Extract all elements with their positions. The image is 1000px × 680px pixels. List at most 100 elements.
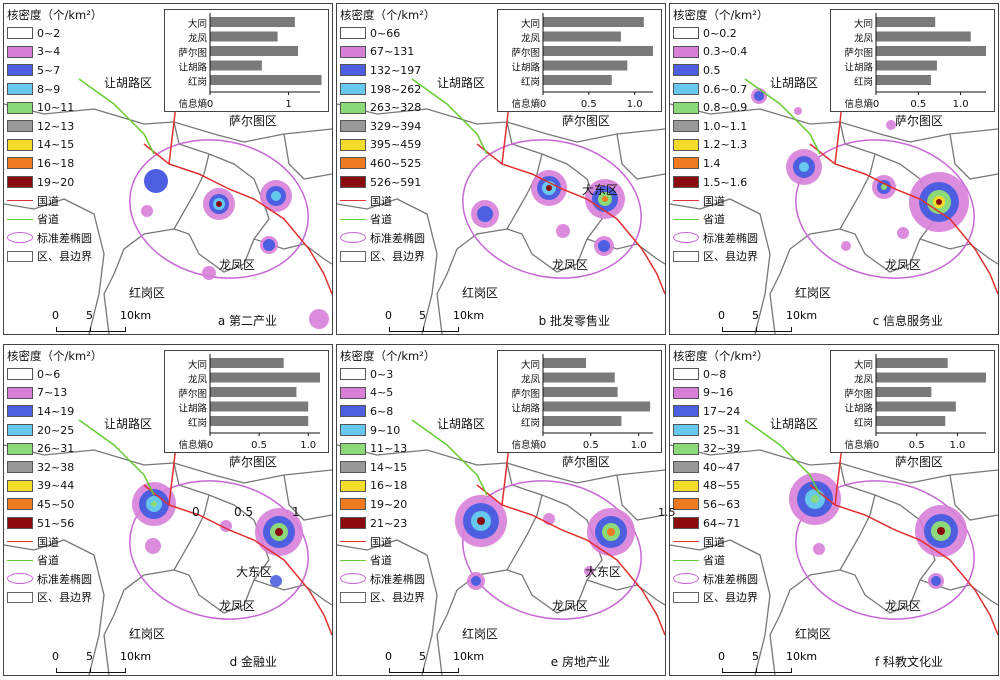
district-label-ranghu: 让胡路区	[104, 76, 153, 90]
density-blob	[309, 309, 329, 329]
legend-density-class: 48~55	[673, 477, 768, 496]
density-blob	[556, 224, 570, 238]
legend-density-class: 14~15	[7, 136, 102, 155]
scale-label: 0	[52, 650, 59, 663]
legend-swatch	[673, 517, 699, 530]
legend-swatch	[7, 176, 33, 189]
inset-bar	[876, 401, 956, 412]
legend-swatch	[340, 461, 366, 474]
legend-label: 48~55	[703, 479, 741, 493]
legend-label: 国道	[703, 194, 725, 208]
legend-label: 198~262	[370, 82, 422, 96]
inset-category-label: 大同	[854, 359, 873, 371]
inset-bar	[543, 372, 615, 383]
district-label-saertu: 萨尔图区	[229, 114, 278, 128]
legend-symbol	[7, 200, 33, 202]
legend-swatch	[340, 27, 366, 40]
legend-title: 核密度（个/km²）	[340, 8, 436, 22]
district-label-longfeng: 龙凤区	[552, 599, 589, 613]
map-canvas	[4, 78, 332, 334]
legend-label: 20~25	[37, 423, 75, 437]
national-road	[143, 143, 332, 295]
density-blob	[275, 528, 283, 536]
legend-density-class: 0.6~0.7	[673, 80, 768, 99]
inset-category-label: 红岗	[188, 417, 207, 429]
legend-label: 省道	[703, 554, 725, 568]
legend-label: 5~7	[37, 63, 61, 77]
inset-bar	[210, 416, 309, 426]
legend-symbol	[673, 218, 699, 220]
legend-density-class: 460~525	[340, 154, 435, 173]
scale-bar: 0 5 10km	[44, 650, 164, 673]
district-boundary	[103, 569, 175, 675]
legend-swatch	[340, 386, 366, 399]
inset-category-label: 让胡路	[511, 62, 540, 74]
legend-density-class: 5~7	[7, 61, 102, 80]
inset-category-label: 龙凤	[521, 374, 541, 386]
legend-symbol	[340, 250, 366, 262]
legend-symbol	[673, 250, 699, 262]
inset-bar	[210, 372, 320, 383]
legend-boundary: 区、县边界	[7, 247, 102, 266]
legend-provincial-road: 省道	[7, 210, 102, 229]
legend-ellipse: 标准差椭圆	[7, 570, 102, 589]
district-boundary	[670, 198, 771, 334]
national-road	[476, 484, 665, 636]
inset-category-label: 龙凤	[854, 33, 874, 45]
legend-density-class: 14~15	[340, 458, 435, 477]
legend-swatch	[340, 64, 366, 77]
legend-density-class: 16~18	[7, 154, 102, 173]
inset-category-label: 红岗	[521, 76, 540, 88]
entropy-inset-chart: 大同 龙凤 萨尔图 让胡路 红岗 0 0.5 1.0 信息熵	[164, 350, 329, 453]
panel-caption: e 房地产业	[550, 655, 610, 669]
map-canvas	[670, 78, 998, 334]
legend-label: 10~11	[37, 101, 75, 115]
density-blob	[145, 538, 161, 554]
scale-label: 0	[718, 650, 725, 663]
legend-density-class: 26~31	[7, 439, 102, 458]
legend-label: 0.3~0.4	[703, 45, 748, 59]
panel-caption: f 科教文化业	[874, 655, 943, 669]
district-boundary	[586, 579, 665, 606]
inset-bar	[543, 358, 587, 368]
scale-label: 10km	[786, 650, 818, 663]
legend-symbol	[340, 200, 366, 202]
district-label-datong: 大东区	[236, 565, 273, 579]
entropy-inset-chart: 大同 龙凤 萨尔图 让胡路 红岗 0 0.5 1.0 信息熵	[497, 350, 662, 453]
national-road	[501, 103, 510, 165]
inset-category-label: 红岗	[854, 417, 873, 429]
legend-label: 0.5	[703, 63, 721, 77]
scale-mid-tick	[90, 327, 91, 332]
legend-swatch	[340, 405, 366, 418]
legend-ellipse: 标准差椭圆	[673, 570, 768, 589]
legend-symbol	[7, 559, 33, 561]
density-blob	[477, 206, 493, 222]
inset-bar	[543, 17, 644, 27]
legend-boundary: 区、县边界	[340, 247, 435, 266]
inset-bar	[210, 17, 295, 27]
inset-bar	[543, 60, 628, 71]
district-label-saertu: 萨尔图区	[562, 455, 611, 469]
legend-symbol	[340, 573, 366, 585]
legend-swatch	[673, 45, 699, 58]
legend-density-class: 9~16	[673, 384, 768, 403]
legend-label: 11~13	[370, 442, 408, 456]
scale-label: 5	[752, 309, 759, 322]
legend-label: 0~6	[37, 367, 61, 381]
inset-category-label: 让胡路	[178, 403, 207, 415]
legend-density-class: 8~9	[7, 80, 102, 99]
legend-density-class: 40~47	[673, 458, 768, 477]
inset-bar	[543, 75, 612, 85]
legend-label: 国道	[703, 535, 725, 549]
density-blob	[584, 566, 594, 576]
legend-provincial-road: 省道	[7, 551, 102, 570]
legend-label: 395~459	[370, 138, 422, 152]
legend-density-class: 64~71	[673, 514, 768, 533]
legend-symbol	[673, 559, 699, 561]
legend-label: 省道	[370, 213, 392, 227]
scale-label: 0	[718, 309, 725, 322]
legend-boundary: 区、县边界	[673, 247, 768, 266]
map-legend: 核密度（个/km²） 0~6 7~13 14~19 20~25 26~31 32~38 39~…	[7, 348, 102, 607]
legend-label: 16~18	[370, 479, 408, 493]
